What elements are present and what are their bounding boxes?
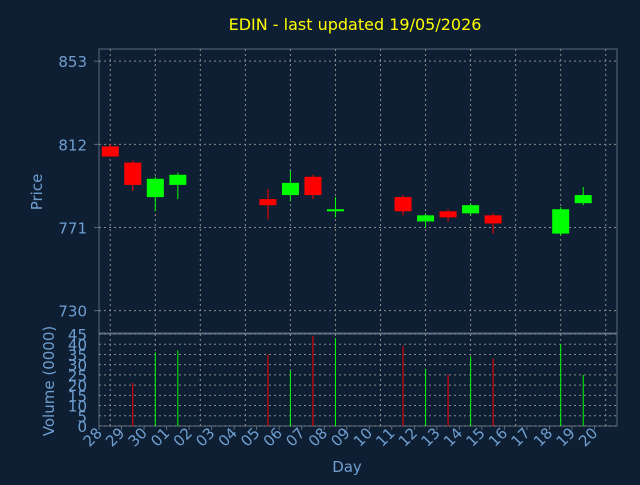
volume-tick-label: 45 [68, 326, 87, 344]
candle [124, 160, 142, 191]
candle [394, 195, 412, 216]
candle-body [124, 162, 142, 185]
candle [462, 203, 480, 216]
volume-tick-label: 15 [68, 387, 87, 405]
candle-body [574, 195, 592, 204]
candle-body [394, 197, 412, 212]
volume-tick-label: 25 [68, 367, 87, 385]
candle-body [462, 205, 480, 214]
candle-body [304, 176, 322, 196]
candle-body [484, 215, 502, 224]
candle-body [101, 146, 119, 157]
candle [417, 213, 435, 228]
volume-tick-label: 5 [77, 408, 87, 426]
candle [101, 144, 119, 157]
candle-body [326, 209, 344, 212]
price-tick-label: 730 [58, 303, 87, 321]
candle [574, 186, 592, 206]
candle [281, 170, 299, 202]
candle [146, 176, 164, 212]
candle [259, 188, 277, 220]
candle-body [439, 211, 457, 218]
candle [439, 209, 457, 222]
volume-axis-label: Volume (0000) [40, 326, 58, 436]
volume-panel: 0510152025303540452829300102030405060708… [68, 326, 618, 450]
candle-body [169, 174, 187, 185]
price-plot-area [98, 48, 618, 334]
volume-plot-area [98, 333, 618, 427]
x-axis-label: Day [332, 458, 362, 476]
chart-title: EDIN - last updated 19/05/2026 [229, 15, 482, 34]
volume-tick-label: 30 [68, 357, 87, 375]
candle [326, 197, 344, 218]
candle [304, 174, 322, 200]
candle [552, 207, 570, 236]
price-axis-label: Price [28, 174, 46, 211]
candle-body [281, 182, 299, 196]
volume-tick-label: 0 [77, 418, 87, 436]
x-tick-label: 20 [575, 424, 601, 450]
candle-body [552, 209, 570, 234]
volume-tick-label: 10 [68, 398, 87, 416]
price-tick-label: 812 [58, 136, 87, 154]
candle [169, 172, 187, 200]
candle [484, 213, 502, 234]
price-tick-label: 853 [58, 53, 87, 71]
price-tick-label: 771 [58, 220, 87, 238]
candle-body [417, 215, 435, 222]
volume-tick-label: 35 [68, 346, 87, 364]
volume-tick-label: 40 [68, 336, 87, 354]
price-panel: 730 771 812 853 [58, 48, 618, 334]
volume-tick-label: 20 [68, 377, 87, 395]
candle-body [259, 199, 277, 206]
candle-body [146, 178, 164, 198]
